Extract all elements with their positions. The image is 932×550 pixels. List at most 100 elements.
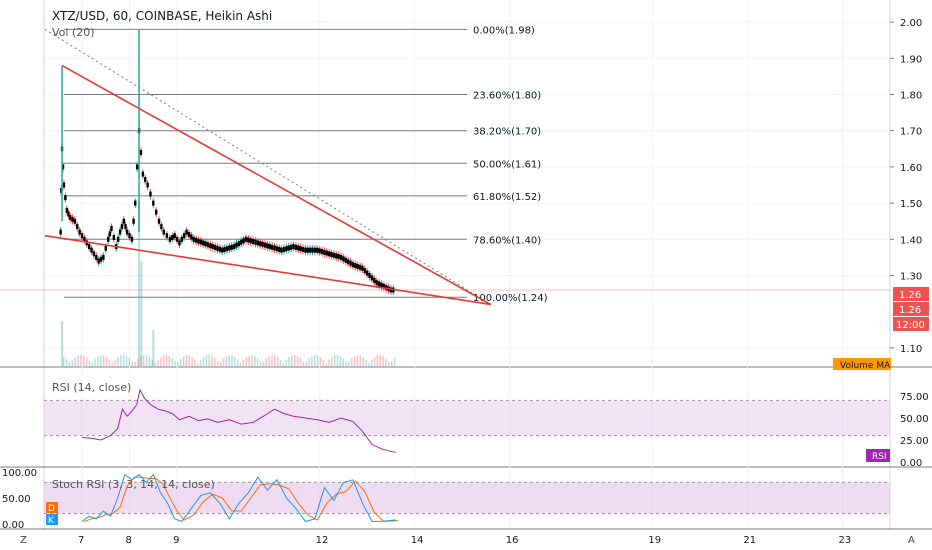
candle-body — [221, 247, 224, 253]
wedge-trendline — [61, 64, 492, 306]
candle-body — [342, 256, 345, 262]
volume-bar — [151, 359, 153, 366]
current-price-text-2: 1.26 — [899, 305, 921, 316]
volume-ma-tag — [833, 358, 891, 370]
candle-body — [301, 246, 305, 252]
candle-body — [128, 233, 131, 239]
volume-bar — [208, 355, 210, 366]
candle-body — [373, 277, 376, 283]
volume-bar — [313, 355, 316, 366]
volume-bar — [325, 362, 327, 366]
trendlines[interactable] — [44, 64, 492, 306]
volume-bar — [114, 360, 116, 366]
volume-bar — [336, 355, 339, 366]
candle-body — [337, 254, 340, 260]
candle-body — [122, 218, 126, 224]
volume-bar — [140, 356, 142, 366]
candle-body — [152, 200, 155, 206]
candle-body — [382, 283, 386, 289]
candle-body — [124, 224, 127, 230]
volume-bar — [214, 358, 216, 366]
volume-bar — [236, 359, 239, 366]
price-tick-label: 1.70 — [900, 127, 922, 138]
price-tick-label: 1.90 — [900, 54, 922, 65]
volume-bar — [362, 357, 364, 366]
candle-body — [313, 247, 317, 253]
volume-bar — [165, 355, 168, 366]
volume-bar — [171, 358, 173, 366]
candle-body — [316, 247, 319, 253]
volume-bar — [199, 359, 202, 366]
candle-body — [108, 231, 112, 237]
candle-body — [61, 164, 65, 170]
fib-level-label: 23.60%(1.80) — [473, 91, 541, 102]
candle-body — [311, 247, 314, 253]
volume-bar — [137, 358, 139, 366]
volume-bar — [319, 357, 322, 366]
time-tick-label: 12 — [316, 535, 329, 546]
candle-body — [332, 252, 336, 258]
candle-body — [268, 244, 271, 250]
volume-bar — [348, 361, 350, 366]
volume-bar — [65, 359, 68, 366]
candle-body — [335, 253, 338, 259]
fib-level-label: 100.00%(1.24) — [473, 293, 548, 304]
stoch-tick-label: 0.00 — [2, 520, 24, 531]
volume-bar — [302, 361, 305, 366]
candle-body — [294, 244, 298, 250]
candle-body — [327, 251, 331, 257]
volume-bars — [61, 201, 396, 366]
zoom-button[interactable]: Z — [20, 535, 27, 546]
volume-bar — [274, 355, 276, 366]
volume-bar — [71, 360, 74, 366]
candle-body — [90, 247, 93, 253]
stoch-band — [44, 482, 890, 514]
candle-body — [139, 149, 143, 155]
candle-body — [180, 236, 184, 242]
volume-bar — [217, 361, 219, 366]
volume-bar — [385, 358, 387, 366]
volume-bar — [379, 355, 382, 366]
candle-body — [157, 218, 161, 224]
volume-bar — [256, 358, 259, 366]
volume-bar — [122, 355, 125, 366]
volume-bar — [152, 330, 155, 366]
volume-bar — [291, 355, 293, 366]
candle-body — [325, 250, 328, 256]
auto-scale-button[interactable]: A — [908, 535, 915, 546]
price-tick-label: 2.00 — [900, 18, 922, 29]
candle-body — [160, 224, 163, 230]
candle-body — [206, 242, 210, 248]
volume-bar — [77, 355, 79, 366]
candle-body — [240, 239, 243, 245]
candle-body — [102, 254, 105, 260]
candle-body — [323, 249, 326, 255]
volume-bar — [288, 357, 290, 366]
volume-bar — [271, 355, 273, 366]
candle-body — [87, 244, 91, 250]
volume-bar — [91, 361, 94, 366]
candle-body — [289, 244, 293, 250]
volume-bar — [134, 361, 136, 366]
candle-body — [144, 177, 147, 183]
stoch-d-tag — [46, 502, 58, 513]
volume-bar — [268, 356, 270, 366]
volume-bar — [100, 355, 102, 366]
candle-body — [278, 246, 281, 252]
price-tick-label: 1.10 — [900, 344, 922, 355]
volume-bar — [174, 361, 176, 366]
candle-body — [273, 245, 276, 251]
candle-body — [178, 240, 181, 246]
candle-body — [358, 264, 362, 270]
candle-body — [223, 246, 226, 252]
volume-bar — [154, 362, 156, 366]
candle-body — [213, 244, 217, 250]
candle-body — [173, 233, 176, 239]
volume-bar — [296, 356, 299, 366]
volume-bar — [265, 358, 267, 366]
candle-body — [92, 251, 96, 257]
candle-body — [230, 244, 233, 250]
candle-body — [280, 247, 283, 253]
